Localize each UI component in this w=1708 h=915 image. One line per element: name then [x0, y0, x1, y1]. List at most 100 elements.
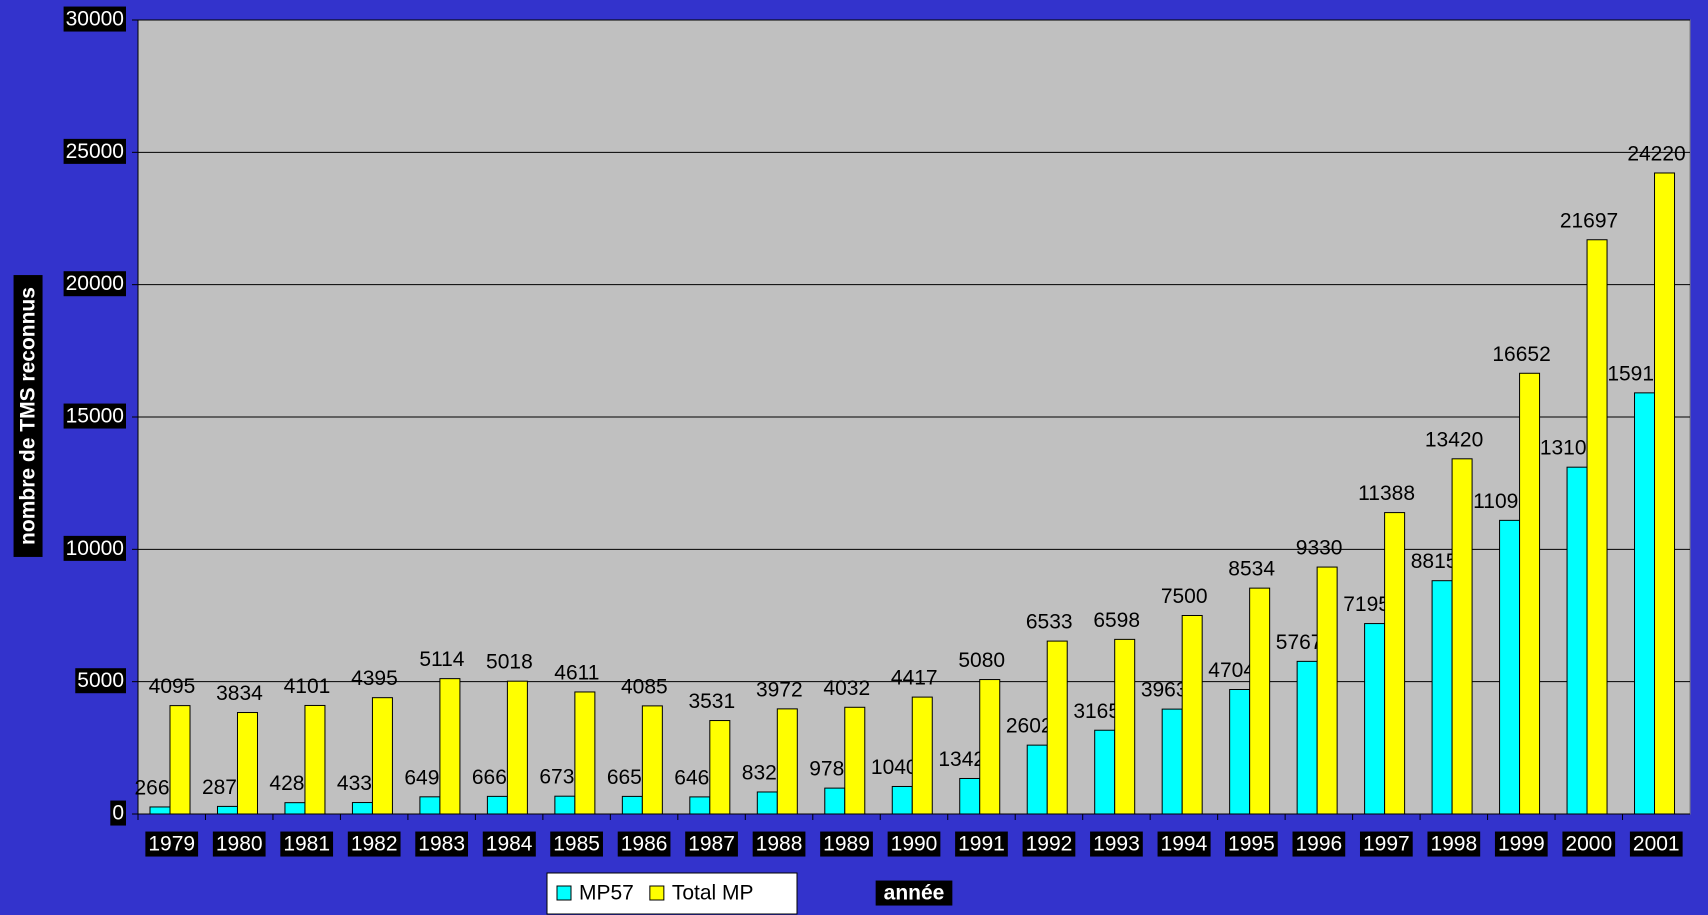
x-tick-label-group: 1989 [820, 831, 873, 857]
bar [304, 704, 326, 815]
x-tick-label-bg [887, 831, 941, 857]
y-tick-label-group: 0 [110, 800, 126, 826]
bar [1046, 640, 1068, 815]
x-tick-label: 1995 [1228, 833, 1275, 856]
x-tick-label-group: 1991 [955, 831, 1008, 857]
x-tick-label-group: 1981 [280, 831, 334, 857]
data-label: 1040 [871, 756, 918, 779]
data-label: 7195 [1343, 593, 1390, 616]
x-tick-label-bg [145, 831, 199, 857]
data-label: 665 [607, 766, 642, 789]
data-label: 649 [404, 766, 439, 789]
x-tick-label: 1991 [958, 833, 1005, 856]
data-label: 4032 [823, 677, 870, 700]
y-tick-label-bg [63, 403, 126, 429]
x-tick-label-bg [685, 831, 738, 857]
y-tick-label-group: 10000 [63, 535, 126, 561]
y-tick-label-bg [63, 271, 126, 297]
bar [621, 795, 643, 815]
y-tick-label-bg [63, 535, 126, 561]
data-label: 13420 [1425, 428, 1483, 451]
data-label: 5018 [486, 651, 533, 674]
data-label: 4095 [149, 675, 196, 698]
x-tick-label: 1994 [1161, 833, 1208, 856]
data-label: 4611 [554, 662, 599, 685]
data-label: 287 [202, 776, 237, 799]
x-tick-label: 1992 [1026, 833, 1073, 856]
y-tick-label-bg [75, 668, 126, 694]
x-tick-label: 1987 [688, 833, 735, 856]
x-tick-label-group: 2001 [1629, 831, 1683, 857]
data-label: 832 [742, 762, 777, 785]
data-label: 646 [674, 766, 709, 789]
x-tick-label: 1979 [148, 833, 195, 856]
data-label: 3165 [1073, 700, 1120, 723]
bar [1316, 566, 1338, 815]
bar [756, 791, 778, 815]
data-label: 4704 [1208, 659, 1255, 682]
x-tick-label: 1981 [283, 833, 330, 856]
x-title-group: année [875, 880, 953, 906]
bar [574, 691, 596, 815]
x-tick-label-bg [752, 831, 806, 857]
bar [216, 805, 238, 815]
bar [486, 795, 508, 815]
bar [149, 806, 171, 815]
data-label: 428 [269, 772, 304, 795]
bar [1181, 615, 1203, 815]
x-tick-label-group: 1987 [685, 831, 738, 857]
y-tick-label-bg [110, 800, 126, 826]
bar [1114, 638, 1136, 815]
data-label: 11388 [1358, 482, 1415, 505]
data-label: 7500 [1161, 585, 1208, 608]
legend-swatch [556, 885, 572, 901]
bar [844, 706, 866, 815]
bar [506, 680, 528, 815]
x-tick-label: 1986 [621, 833, 668, 856]
legend-label: Total MP [672, 882, 754, 905]
bar [236, 712, 258, 815]
bar [1384, 512, 1406, 815]
bar [1634, 392, 1656, 815]
bar [1519, 372, 1541, 815]
data-label: 24220 [1627, 143, 1685, 166]
x-tick-label-group: 1995 [1225, 831, 1278, 857]
y-tick-label-bg [63, 138, 126, 164]
data-label: 15912 [1607, 362, 1665, 385]
y-tick-label: 20000 [66, 272, 124, 295]
bar [169, 705, 191, 815]
x-tick-label: 2001 [1633, 833, 1680, 856]
bar [1026, 744, 1048, 815]
x-tick-label-group: 1999 [1494, 831, 1548, 857]
x-tick-label: 1990 [891, 833, 938, 856]
x-tick-label: 1984 [486, 833, 533, 856]
y-title-bg [13, 275, 43, 557]
x-tick-label: 2000 [1565, 833, 1612, 856]
y-tick-label: 30000 [66, 8, 124, 31]
x-tick-label-group: 1983 [415, 831, 469, 857]
x-tick-label-bg [347, 831, 401, 857]
bar [1431, 580, 1453, 815]
x-tick-label-group: 1994 [1157, 831, 1211, 857]
data-label: 9330 [1296, 537, 1343, 560]
y-tick-label-group: 15000 [63, 403, 126, 429]
data-label: 8534 [1228, 558, 1275, 581]
data-label: 978 [809, 758, 844, 781]
x-tick-label-bg [1629, 831, 1683, 857]
x-tick-label-bg [550, 831, 603, 857]
data-label: 3963 [1141, 679, 1188, 702]
x-tick-label-group: 1984 [482, 831, 536, 857]
bar [1654, 172, 1676, 815]
legend-swatch [649, 885, 665, 901]
x-tick-label-group: 1982 [347, 831, 401, 857]
x-tick-label-group: 1993 [1090, 831, 1143, 857]
data-label: 6533 [1026, 611, 1073, 634]
x-tick-label-group: 1990 [887, 831, 941, 857]
x-tick-label-bg [1157, 831, 1211, 857]
bar [1094, 729, 1116, 815]
bar [689, 796, 711, 815]
data-label: 3972 [756, 678, 803, 701]
y-tick-label-group: 25000 [63, 138, 126, 164]
x-tick-label-bg [955, 831, 1008, 857]
